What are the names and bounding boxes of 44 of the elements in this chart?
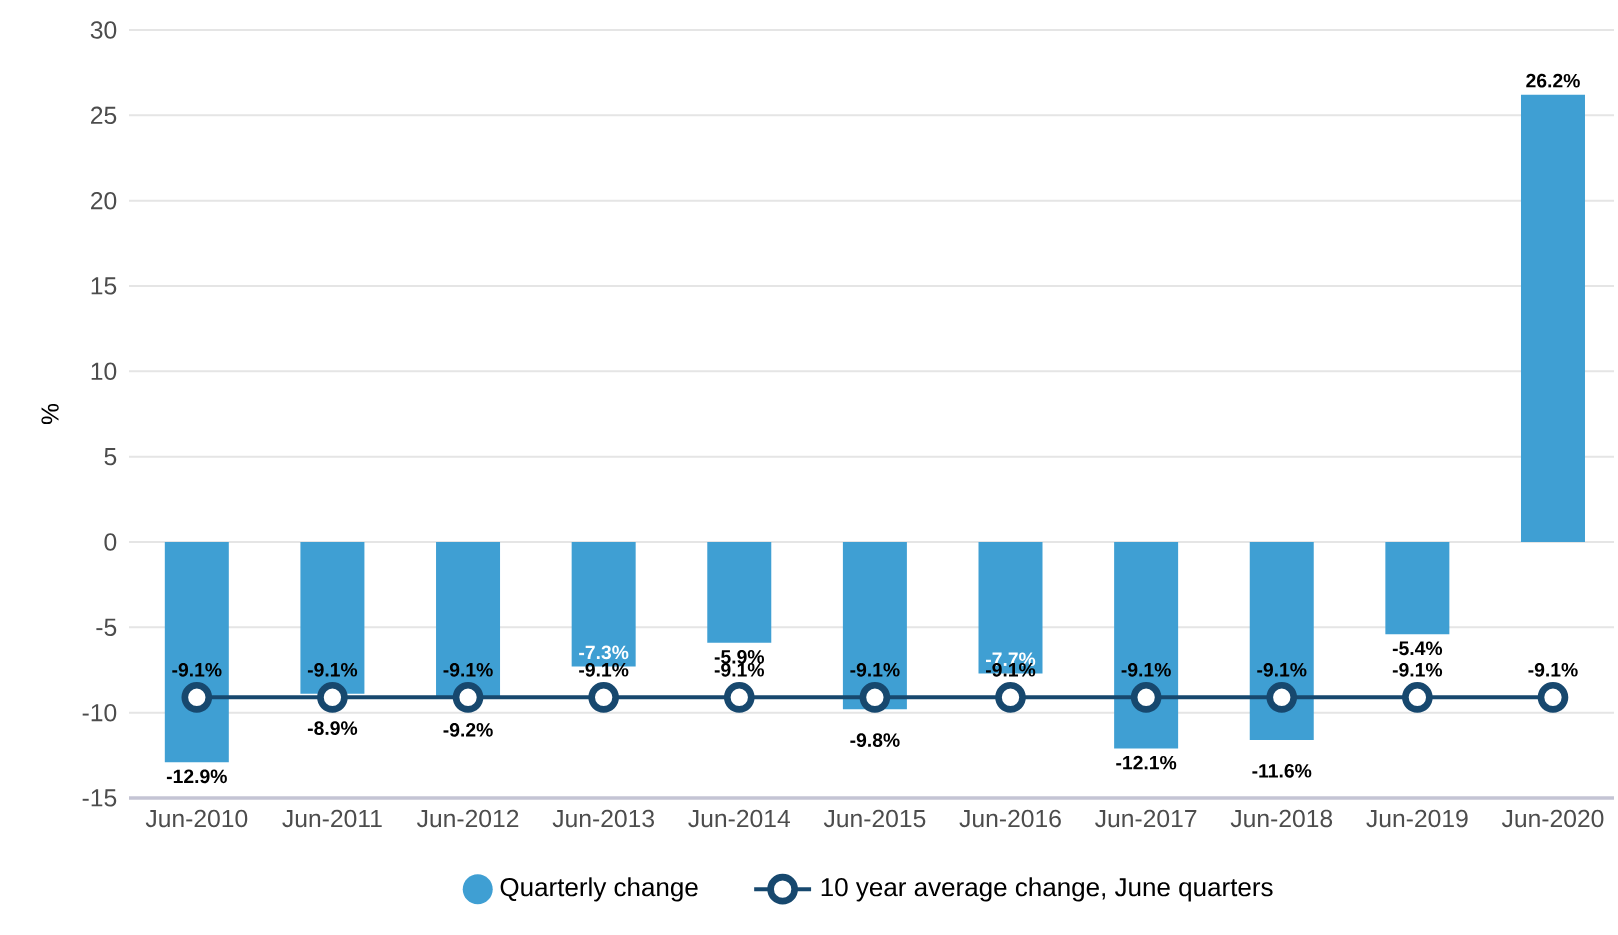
data-label: -9.1%	[1392, 662, 1443, 677]
data-label: -11.6%	[1252, 763, 1312, 778]
x-tick-label: Jun-2011	[282, 809, 382, 828]
data-label: -5.9%	[714, 650, 765, 664]
data-label: -9.1%	[443, 662, 493, 677]
x-tick-label: Jun-2010	[145, 809, 248, 828]
data-label: -9.1%	[850, 662, 900, 677]
y-tick-label: 15	[91, 277, 117, 295]
x-tick-label: Jun-2017	[1095, 809, 1197, 828]
y-tick-label: 20	[91, 191, 117, 210]
data-label: -9.1%	[1257, 662, 1307, 677]
data-label: -9.1%	[579, 662, 629, 677]
y-tick-label: 30	[90, 21, 117, 39]
data-label: 26.2%	[1526, 73, 1580, 88]
y-tick-label: -5	[96, 618, 117, 636]
y-tick-label: 0	[104, 533, 117, 551]
data-label: -5.4%	[1392, 641, 1443, 656]
data-label: -9.8%	[850, 733, 900, 747]
data-label: -8.9%	[307, 721, 358, 735]
data-label: -9.1%	[172, 662, 222, 677]
y-tick-label: -10	[82, 703, 117, 722]
x-tick-label: Jun-2015	[823, 809, 926, 828]
data-label: -7.3%	[579, 645, 629, 660]
y-tick-label: 5	[104, 448, 117, 466]
x-tick-label: Jun-2012	[416, 809, 519, 828]
y-tick-label: 10	[91, 362, 117, 381]
legend-label: 10 year average change, June quarters	[821, 877, 1273, 902]
data-label: -12.9%	[166, 769, 227, 784]
x-tick-label: Jun-2018	[1230, 809, 1333, 828]
x-tick-label: Jun-2016	[959, 809, 1061, 828]
data-label: -9.2%	[443, 723, 493, 737]
x-tick-label: Jun-2020	[1501, 809, 1604, 828]
data-label: -12.1%	[1116, 755, 1177, 770]
x-tick-label: Jun-2013	[552, 809, 654, 828]
x-tick-label: Jun-2019	[1366, 809, 1468, 828]
y-axis-title: %	[41, 403, 59, 425]
data-label: -9.1%	[1528, 662, 1578, 677]
legend-label: Quarterly change	[500, 877, 698, 902]
y-tick-label: -15	[82, 789, 117, 807]
x-tick-label: Jun-2014	[688, 809, 790, 828]
data-label: -9.1%	[1121, 662, 1171, 677]
data-label: -9.1%	[714, 662, 765, 677]
data-label: -9.1%	[307, 662, 358, 677]
y-tick-label: 25	[91, 106, 117, 125]
